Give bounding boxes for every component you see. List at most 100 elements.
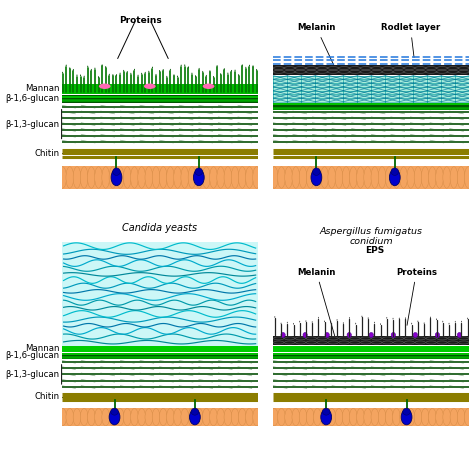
Ellipse shape bbox=[349, 167, 357, 188]
Ellipse shape bbox=[313, 168, 320, 176]
Ellipse shape bbox=[141, 73, 142, 75]
Ellipse shape bbox=[159, 167, 167, 188]
FancyBboxPatch shape bbox=[62, 353, 257, 359]
Ellipse shape bbox=[249, 65, 250, 67]
Text: EPS: EPS bbox=[365, 246, 385, 255]
Ellipse shape bbox=[411, 323, 412, 324]
Ellipse shape bbox=[378, 167, 386, 188]
Ellipse shape bbox=[467, 318, 468, 320]
Ellipse shape bbox=[195, 75, 196, 77]
Ellipse shape bbox=[299, 409, 307, 426]
Ellipse shape bbox=[59, 409, 66, 426]
Ellipse shape bbox=[278, 167, 285, 188]
Ellipse shape bbox=[253, 65, 254, 67]
Ellipse shape bbox=[392, 318, 393, 320]
Ellipse shape bbox=[195, 167, 203, 188]
Text: GXM: GXM bbox=[85, 256, 109, 265]
Ellipse shape bbox=[371, 409, 379, 426]
Ellipse shape bbox=[405, 317, 406, 319]
Ellipse shape bbox=[174, 409, 182, 426]
Ellipse shape bbox=[324, 320, 325, 322]
Ellipse shape bbox=[270, 409, 278, 426]
Ellipse shape bbox=[238, 74, 239, 76]
Ellipse shape bbox=[325, 333, 329, 338]
FancyBboxPatch shape bbox=[273, 166, 469, 189]
Ellipse shape bbox=[435, 333, 439, 338]
Ellipse shape bbox=[442, 321, 443, 323]
Ellipse shape bbox=[109, 167, 117, 188]
Ellipse shape bbox=[181, 409, 189, 426]
Text: Melanin: Melanin bbox=[297, 268, 336, 338]
Ellipse shape bbox=[231, 409, 239, 426]
Ellipse shape bbox=[111, 408, 118, 415]
Ellipse shape bbox=[418, 320, 419, 322]
Ellipse shape bbox=[73, 167, 81, 188]
Ellipse shape bbox=[356, 409, 365, 426]
Ellipse shape bbox=[403, 408, 410, 415]
Ellipse shape bbox=[152, 409, 160, 426]
Ellipse shape bbox=[66, 167, 73, 188]
FancyBboxPatch shape bbox=[273, 103, 469, 109]
Ellipse shape bbox=[407, 409, 415, 426]
Ellipse shape bbox=[455, 321, 456, 323]
Text: β-1,3-glucan: β-1,3-glucan bbox=[6, 370, 60, 379]
Ellipse shape bbox=[217, 409, 225, 426]
Ellipse shape bbox=[177, 76, 178, 77]
Text: Aspergillus fumigatus
conidium: Aspergillus fumigatus conidium bbox=[320, 227, 423, 246]
Ellipse shape bbox=[292, 409, 300, 426]
Ellipse shape bbox=[190, 410, 201, 425]
Ellipse shape bbox=[98, 76, 99, 78]
Ellipse shape bbox=[109, 74, 110, 76]
Ellipse shape bbox=[62, 72, 63, 74]
Ellipse shape bbox=[134, 69, 135, 71]
Ellipse shape bbox=[127, 71, 128, 73]
Ellipse shape bbox=[421, 167, 429, 188]
Ellipse shape bbox=[116, 409, 124, 426]
Ellipse shape bbox=[328, 409, 336, 426]
Ellipse shape bbox=[166, 167, 174, 188]
Ellipse shape bbox=[364, 167, 372, 188]
Ellipse shape bbox=[274, 316, 275, 318]
Ellipse shape bbox=[145, 409, 153, 426]
Ellipse shape bbox=[246, 409, 253, 426]
Ellipse shape bbox=[217, 65, 218, 67]
Text: β-1,6-glucan: β-1,6-glucan bbox=[6, 94, 60, 104]
Ellipse shape bbox=[292, 167, 300, 188]
Text: β-1,6-glucan: β-1,6-glucan bbox=[6, 351, 60, 360]
Ellipse shape bbox=[321, 410, 332, 425]
Ellipse shape bbox=[443, 409, 451, 426]
Ellipse shape bbox=[303, 333, 307, 338]
Ellipse shape bbox=[73, 69, 74, 71]
Ellipse shape bbox=[436, 319, 437, 320]
Ellipse shape bbox=[123, 167, 131, 188]
Ellipse shape bbox=[116, 74, 117, 76]
Ellipse shape bbox=[371, 167, 379, 188]
FancyBboxPatch shape bbox=[273, 408, 469, 426]
FancyBboxPatch shape bbox=[273, 65, 469, 75]
Ellipse shape bbox=[448, 323, 449, 324]
Ellipse shape bbox=[193, 169, 204, 186]
Text: Rodlet layer: Rodlet layer bbox=[381, 23, 440, 58]
Text: Capsule: Capsule bbox=[120, 248, 167, 277]
Ellipse shape bbox=[119, 72, 120, 75]
Ellipse shape bbox=[378, 409, 386, 426]
Ellipse shape bbox=[343, 322, 344, 324]
Ellipse shape bbox=[380, 323, 381, 325]
Ellipse shape bbox=[313, 167, 321, 188]
Ellipse shape bbox=[181, 65, 182, 67]
Ellipse shape bbox=[152, 167, 160, 188]
FancyBboxPatch shape bbox=[62, 166, 257, 189]
Ellipse shape bbox=[385, 409, 393, 426]
Ellipse shape bbox=[80, 167, 88, 188]
Ellipse shape bbox=[400, 409, 408, 426]
Ellipse shape bbox=[349, 317, 350, 319]
Ellipse shape bbox=[385, 167, 393, 188]
Ellipse shape bbox=[145, 72, 146, 74]
Ellipse shape bbox=[328, 167, 336, 188]
Text: GalXM: GalXM bbox=[163, 256, 195, 265]
Ellipse shape bbox=[210, 409, 218, 426]
Ellipse shape bbox=[195, 409, 203, 426]
Ellipse shape bbox=[202, 409, 210, 426]
Text: Mannan: Mannan bbox=[25, 344, 60, 353]
Ellipse shape bbox=[224, 68, 225, 70]
